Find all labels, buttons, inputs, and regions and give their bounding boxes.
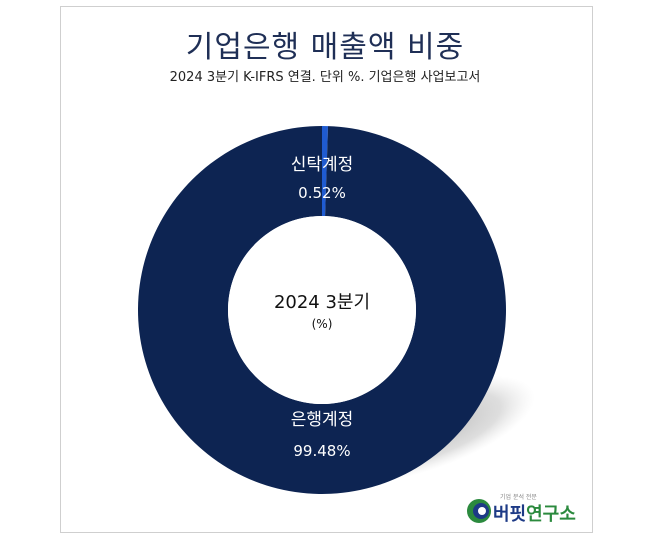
logo-name: 버핏연구소: [493, 500, 576, 526]
logo: 기업 분석 전문 버핏연구소: [466, 494, 592, 528]
logo-tagline: 기업 분석 전문: [500, 494, 537, 501]
logo-name-part2: 연구소: [526, 504, 576, 525]
slice-value-bank: 99.48%: [293, 442, 350, 460]
chart-subtitle: 2024 3분기 K-IFRS 연결. 단위 %. 기업은행 사업보고서: [169, 70, 481, 85]
slice-bank: [137, 126, 507, 494]
slice-value-trust: 0.52%: [298, 184, 346, 202]
slice-label-trust: 신탁계정: [291, 155, 354, 175]
center-label: 2024 3분기: [274, 292, 370, 313]
chart-title: 기업은행 매출액 비중: [185, 30, 465, 65]
slice-trust: [322, 126, 329, 217]
center-sublabel: (%): [312, 317, 333, 331]
donut-hole: [228, 216, 416, 404]
logo-name-part1: 버핏: [493, 504, 527, 525]
logo-icon: [467, 499, 491, 523]
slice-label-bank: 은행계정: [291, 410, 354, 430]
